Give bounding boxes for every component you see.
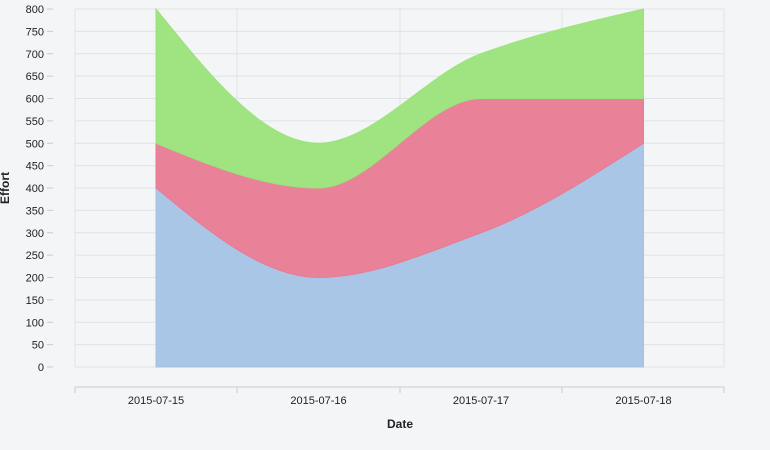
y-tick-label: 550 [26, 116, 44, 128]
x-tick-label: 2015-07-17 [453, 395, 509, 407]
y-tick-label: 300 [26, 228, 44, 240]
y-tick-label: 150 [26, 295, 44, 307]
x-tick-label: 2015-07-16 [290, 395, 346, 407]
x-tick-label: 2015-07-18 [615, 395, 671, 407]
y-tick-label: 350 [26, 205, 44, 217]
x-axis: 2015-07-15 2015-07-16 2015-07-17 2015-07-18 [74, 386, 725, 407]
y-tick-label: 800 [26, 4, 44, 16]
y-tick-label: 200 [26, 273, 44, 285]
y-tick-label: 650 [26, 71, 44, 83]
y-tick-label: 500 [26, 138, 44, 150]
y-tick-label: 50 [32, 340, 44, 352]
x-tick-label: 2015-07-15 [128, 395, 184, 407]
y-tick-label: 0 [38, 362, 44, 374]
y-axis-title: Effort [0, 172, 12, 204]
x-axis-title: Date [387, 417, 413, 431]
y-tick-label: 100 [26, 317, 44, 329]
y-tick-label: 750 [26, 26, 44, 38]
y-tick-label: 600 [26, 94, 44, 106]
y-tick-label: 450 [26, 161, 44, 173]
area-series-3 [155, 7, 644, 189]
series-areas [155, 7, 644, 368]
y-tick-label: 400 [26, 183, 44, 195]
y-tick-label: 700 [26, 49, 44, 61]
y-tick-label: 250 [26, 250, 44, 262]
y-axis: 0 50 100 150 200 250 300 350 400 450 500 550 600 650 7… [26, 4, 53, 374]
